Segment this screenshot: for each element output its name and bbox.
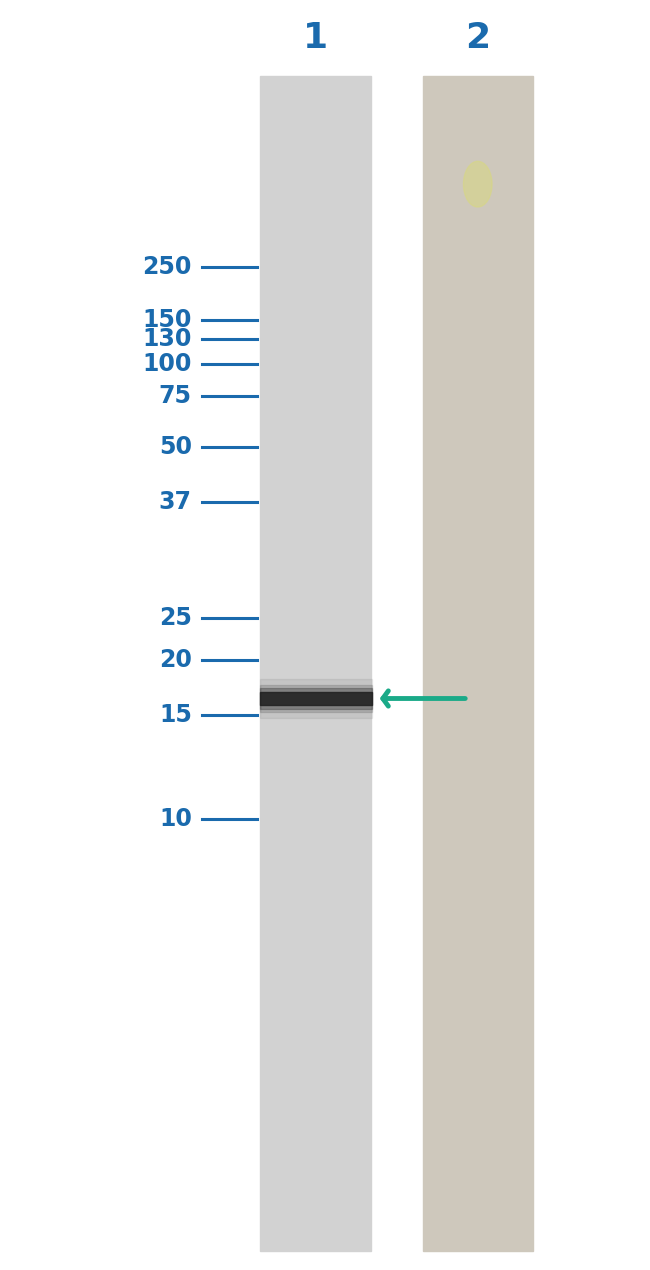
Text: 1: 1 bbox=[303, 22, 328, 55]
Text: 15: 15 bbox=[159, 704, 192, 726]
Bar bbox=[260, 76, 370, 1251]
Text: 50: 50 bbox=[159, 436, 192, 458]
Text: 250: 250 bbox=[142, 255, 192, 278]
Text: 2: 2 bbox=[465, 22, 490, 55]
Text: 10: 10 bbox=[159, 808, 192, 831]
Text: 130: 130 bbox=[142, 328, 192, 351]
Text: 75: 75 bbox=[159, 385, 192, 408]
Text: 37: 37 bbox=[159, 490, 192, 513]
Text: 25: 25 bbox=[159, 607, 192, 630]
Bar bbox=[260, 688, 372, 709]
Bar bbox=[422, 76, 533, 1251]
Bar bbox=[260, 692, 372, 705]
Text: 150: 150 bbox=[142, 309, 192, 331]
Text: 20: 20 bbox=[159, 649, 192, 672]
Bar bbox=[260, 685, 372, 712]
Text: 100: 100 bbox=[142, 353, 192, 376]
Bar bbox=[260, 679, 372, 718]
Ellipse shape bbox=[463, 161, 492, 207]
